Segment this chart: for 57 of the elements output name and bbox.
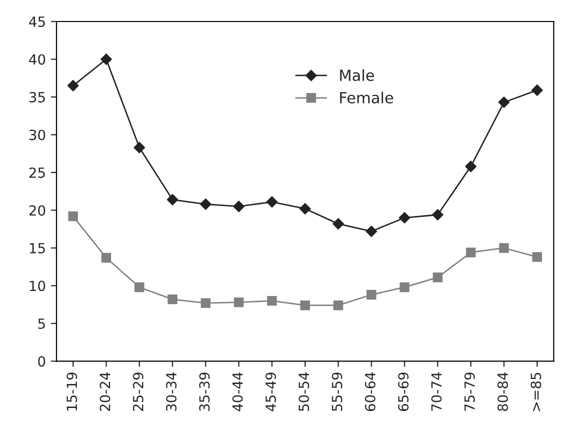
point [134, 282, 144, 292]
legend-label: Male [340, 69, 374, 82]
point [466, 248, 476, 258]
x-tick-label: 35-39 [199, 372, 210, 411]
y-tick-label: 30 [29, 130, 46, 140]
point [266, 196, 278, 208]
legend-label: Female [340, 92, 394, 104]
x-tick-label: 75-79 [464, 372, 475, 411]
point [499, 243, 509, 253]
point [166, 194, 178, 206]
x-tick-label: 65-69 [398, 372, 409, 412]
x-tick-label: 50-54 [298, 372, 310, 411]
point [200, 198, 212, 210]
point [332, 218, 344, 230]
x-tick-label: 60-64 [364, 372, 376, 412]
point [300, 300, 310, 310]
x-tick-label: 30-34 [166, 372, 177, 411]
y-tick-label: 40 [29, 54, 46, 65]
point [465, 160, 476, 172]
point [333, 300, 344, 310]
x-tick-label: 55-59 [332, 372, 342, 411]
x-tick-label: >=85 [530, 372, 542, 412]
point [366, 290, 376, 300]
x-tick-label: 80-84 [498, 372, 508, 412]
point [68, 211, 78, 222]
y-tick-label: 25 [29, 167, 45, 178]
point [168, 294, 178, 304]
point [100, 54, 112, 65]
point [267, 296, 277, 306]
point [299, 203, 311, 214]
x-tick-label: 20-24 [100, 372, 110, 411]
y-tick-label: 5 [38, 318, 45, 329]
x-tick-label: 45-49 [265, 372, 276, 412]
point [432, 209, 444, 220]
point [234, 297, 244, 308]
point [200, 298, 211, 308]
y-tick-label: 35 [29, 92, 45, 102]
x-tick-label: 25-29 [132, 372, 144, 411]
point [532, 84, 543, 96]
point [101, 252, 112, 263]
point [134, 142, 145, 154]
point [498, 96, 510, 108]
point [67, 80, 79, 92]
point [432, 272, 443, 282]
y-tick-label: 45 [29, 16, 45, 27]
point [398, 212, 410, 224]
y-tick-label: 10 [30, 280, 46, 292]
x-tick-label: 40-44 [232, 372, 243, 412]
x-tick-label: 70-74 [431, 372, 442, 411]
y-tick-label: 20 [29, 205, 46, 216]
point [366, 226, 377, 237]
point [233, 200, 244, 212]
y-tick-label: 0 [38, 356, 46, 367]
point [532, 252, 542, 262]
x-tick-label: 15-19 [66, 372, 78, 410]
y-tick-label: 15 [30, 243, 45, 254]
point [400, 282, 410, 292]
